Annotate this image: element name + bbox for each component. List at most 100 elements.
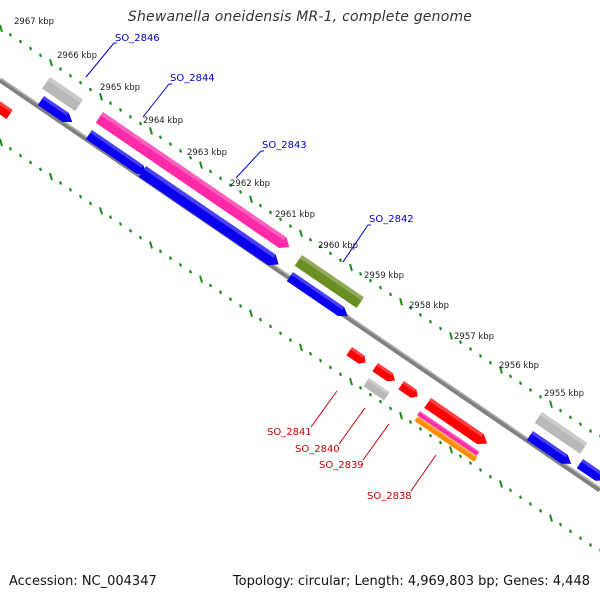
gene-so-2846-highlight [47,77,84,104]
tick-mark [318,244,323,249]
gene-so-2842[interactable] [294,255,364,309]
gene-so-2840[interactable] [363,378,390,401]
gene-blue-2-highlight [90,130,144,168]
gene-red-1[interactable] [346,347,366,364]
kbp-label: 2959 kbp [364,271,404,281]
tick-mark [258,317,263,322]
tick-mark [499,480,503,488]
gene-so-2838[interactable] [414,416,478,462]
leader-line [342,224,369,263]
tick-mark [249,195,253,204]
tick-mark [399,297,403,306]
tick-mark [518,381,523,386]
tick-mark [138,235,143,240]
gene-red-2[interactable] [372,363,396,382]
tick-mark [438,326,443,331]
tick-mark [549,514,553,522]
tick-mark [428,433,433,438]
gene-label[interactable]: SO_2846 [115,33,160,44]
kbp-label: 2957 kbp [454,332,494,342]
gene-blue-1-highlight [42,96,69,116]
tick-mark [99,93,103,101]
leader-line [410,454,437,492]
tick-mark [299,229,303,238]
leader-line [310,390,338,428]
tick-mark [308,351,313,356]
outer-tick-line [0,24,600,439]
tick-mark [478,467,483,472]
tick-mark [49,58,53,67]
tick-mark [378,285,383,290]
tick-mark [378,399,383,404]
tick-mark [428,319,433,324]
gene-blue-5[interactable] [576,459,600,481]
gene-so-2843[interactable] [138,166,279,266]
tick-mark [278,217,283,222]
leader-line [235,150,262,179]
gene-label[interactable]: SO_2839 [319,460,364,471]
tick-mark [399,411,403,420]
genome-summary-text: Topology: circular; Length: 4,969,803 bp… [232,574,590,589]
gene-so-2846[interactable] [42,77,84,112]
gene-red-3[interactable] [398,381,418,398]
tick-mark [28,46,33,51]
tick-mark [178,149,183,153]
tick-mark [388,406,393,411]
tick-mark [188,155,193,160]
gene-so-2844[interactable] [95,112,290,248]
tick-mark [418,313,423,317]
gene-label[interactable]: SO_2840 [295,444,340,455]
tick-mark [478,353,483,358]
tick-mark [128,114,133,119]
tick-mark [388,292,393,297]
tick-mark [568,415,573,420]
accession-text: Accession: NC_004347 [9,574,157,589]
tick-mark [458,340,463,345]
gene-label[interactable]: SO_2842 [369,214,414,225]
tick-mark [268,210,273,215]
tick-mark [299,343,303,352]
tick-mark [228,183,233,187]
tick-mark [508,374,513,379]
kbp-label: 2963 kbp [187,148,227,158]
gene-label[interactable]: SO_2844 [170,73,215,84]
tick-mark [268,324,273,329]
gene-so-2839[interactable] [417,411,480,456]
gene-blue-3[interactable] [286,272,348,317]
tick-mark [328,251,333,256]
tick-mark [108,101,113,105]
tick-mark [418,427,423,431]
gene-so-2844-highlight [100,112,287,241]
tick-mark [118,108,123,112]
gene-blue-5-highlight [581,459,600,475]
tick-mark [208,283,213,288]
tick-mark [118,222,123,226]
tick-mark [349,377,353,386]
tick-mark [358,272,363,276]
gene-grey-right[interactable] [534,412,588,454]
gene-blue-4[interactable] [526,431,572,464]
tick-mark [168,142,173,146]
tick-mark [78,80,83,85]
gene-blue-2[interactable] [85,130,147,175]
tick-mark [549,400,553,408]
gene-red-edge[interactable] [0,97,13,120]
gene-label[interactable]: SO_2843 [262,140,307,151]
gene-blue-1[interactable] [37,96,73,123]
gene-label[interactable]: SO_2841 [267,427,312,438]
gene-so-2841[interactable] [424,398,488,445]
tick-mark [18,39,23,44]
tick-mark [349,263,353,272]
tick-mark [149,241,153,249]
tick-mark [318,358,323,363]
tick-mark [278,331,283,336]
tick-mark [308,237,313,242]
leader-line [362,423,390,461]
tick-mark [449,446,453,454]
gene-grey-right-highlight [539,412,588,447]
tick-mark [578,536,583,540]
gene-label[interactable]: SO_2838 [367,491,412,502]
tick-mark [238,190,243,194]
kbp-label: 2964 kbp [143,116,183,126]
